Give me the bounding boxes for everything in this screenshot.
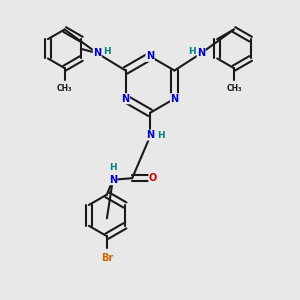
Text: N: N (93, 48, 101, 58)
Text: N: N (197, 48, 205, 58)
Text: H: H (188, 47, 196, 56)
Text: Br: Br (101, 253, 113, 262)
Text: H: H (158, 130, 165, 140)
Text: N: N (109, 175, 117, 185)
Text: N: N (122, 94, 130, 104)
Text: CH₃: CH₃ (226, 85, 242, 94)
Text: N: N (146, 51, 154, 62)
Text: O: O (149, 173, 157, 183)
Text: H: H (109, 163, 117, 172)
Text: N: N (170, 94, 178, 104)
Text: H: H (103, 47, 110, 56)
Text: CH₃: CH₃ (57, 85, 72, 94)
Text: N: N (146, 130, 154, 140)
